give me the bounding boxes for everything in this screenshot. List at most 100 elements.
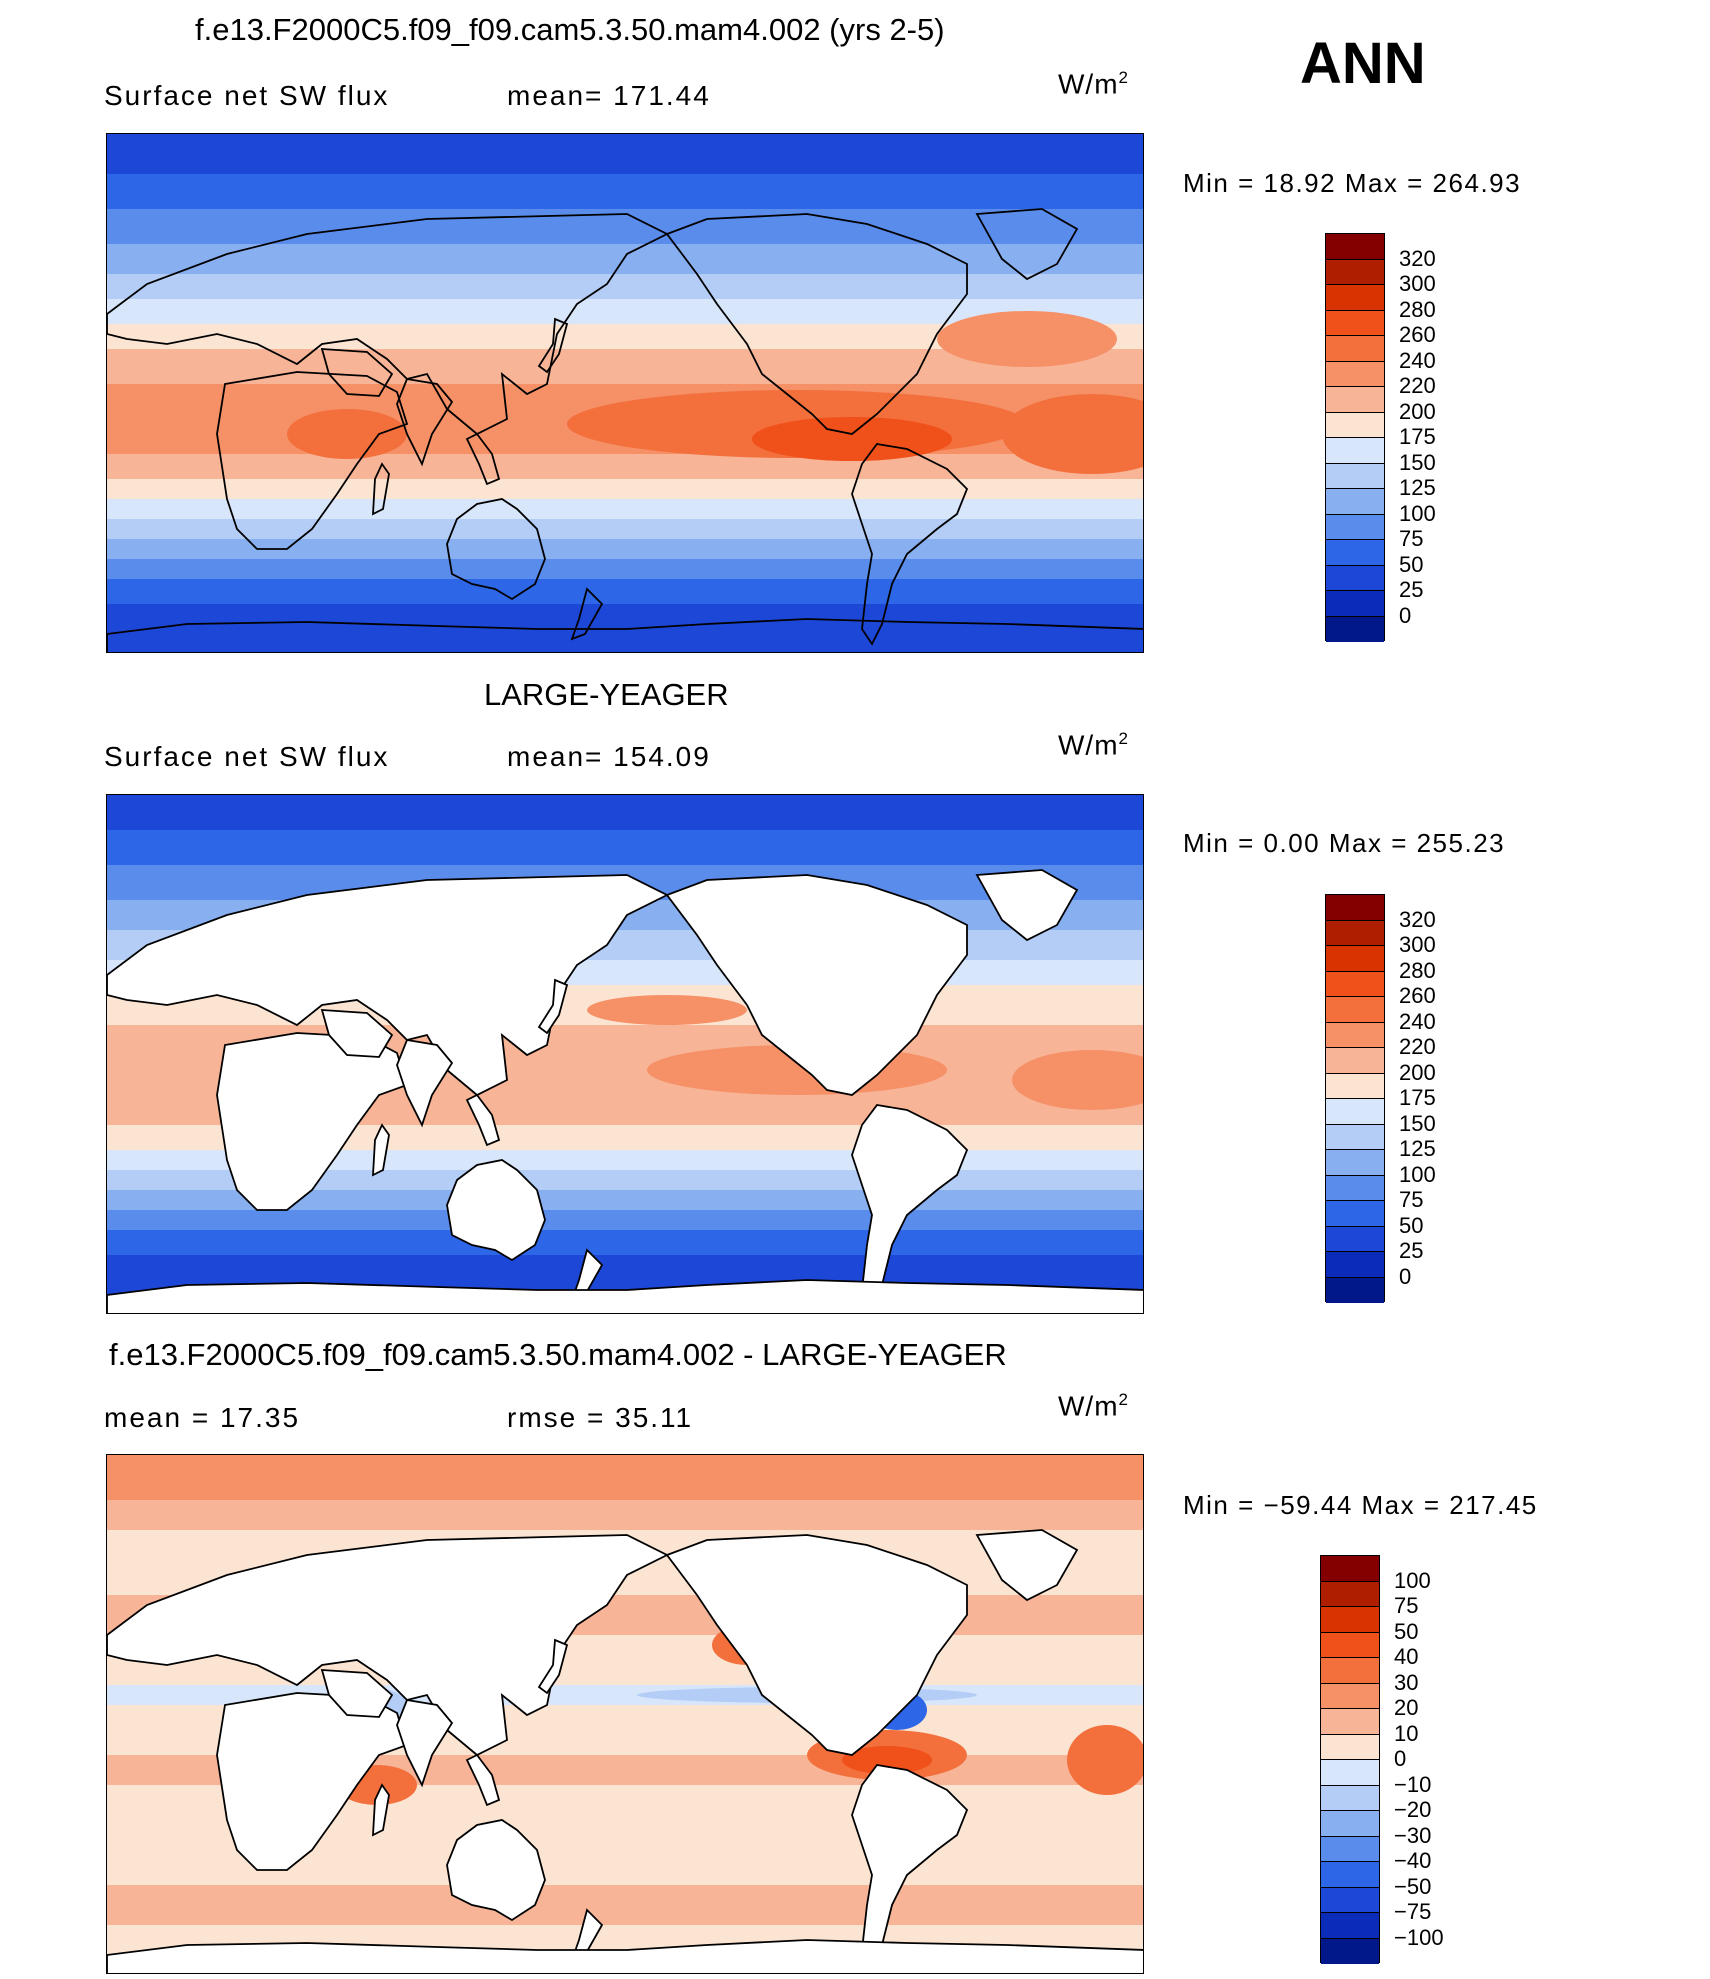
coastline-india (396, 377, 454, 467)
field-band (107, 1230, 1143, 1255)
coastline-antarctica (107, 1939, 1143, 1973)
colorbar-swatch (1321, 1607, 1379, 1633)
colorbar-tick-label: −10 (1394, 1771, 1432, 1797)
coastline-africa (216, 1692, 409, 1871)
colorbar-swatch (1326, 997, 1384, 1023)
colorbar-tick-label: 50 (1394, 1618, 1419, 1644)
colorbar-swatch (1326, 514, 1384, 540)
panel1-minmax: Min = 18.92 Max = 264.93 (1183, 168, 1522, 198)
panel3-mean-label: mean = 17.35 (104, 1402, 301, 1433)
coastline-seasia (465, 1093, 501, 1147)
panel2-minmax: Min = 0.00 Max = 255.23 (1183, 828, 1506, 858)
colorbar-swatch (1326, 920, 1384, 946)
colorbar-swatch (1326, 1124, 1384, 1150)
colorbar-swatch (1326, 616, 1384, 642)
coastline-southAmerica (851, 443, 969, 646)
coastline-europeAsia (107, 213, 670, 436)
colorbar-swatch (1326, 336, 1384, 362)
colorbar-swatch (1326, 971, 1384, 997)
colorbar-swatch (1321, 1836, 1379, 1862)
field-contour (1067, 1725, 1143, 1795)
colorbar-tick-label: 100 (1399, 1161, 1436, 1187)
colorbar-box (1325, 233, 1385, 642)
colorbar-swatch (1326, 489, 1384, 515)
coastline-greenland (975, 208, 1079, 281)
coastline-europeAsia (107, 874, 670, 1097)
colorbar-tick-label: −30 (1394, 1822, 1432, 1848)
coastline-europeAsia (107, 1534, 670, 1757)
coastline-northAmerica (665, 874, 968, 1096)
colorbar-tick-label: 300 (1399, 932, 1436, 957)
field-band (107, 174, 1143, 209)
colorbar-tick-label: 220 (1399, 373, 1436, 398)
coastline-arabia (320, 1009, 394, 1058)
field-band (107, 134, 1143, 174)
colorbar-tick-label: 260 (1399, 983, 1436, 1008)
colorbar-tick-label: 125 (1399, 1136, 1436, 1161)
colorbar-swatch (1326, 1175, 1384, 1201)
panel3-minmax: Min = −59.44 Max = 217.45 (1183, 1490, 1538, 1520)
coastline-africa (216, 1032, 409, 1211)
colorbar-tick-label: −75 (1394, 1899, 1432, 1924)
colorbar-swatch (1321, 1734, 1379, 1760)
colorbar-tick-label: 280 (1399, 957, 1436, 983)
colorbar-swatch (1321, 1632, 1379, 1658)
coastline-madagascar (372, 1783, 390, 1837)
panel1-map (106, 133, 1144, 653)
colorbar-tick-label: 25 (1399, 577, 1424, 602)
coastline-antarctica (107, 618, 1143, 652)
colorbar-swatch (1326, 234, 1384, 260)
colorbar-swatch (1326, 310, 1384, 336)
colorbar-tick-label: 150 (1399, 449, 1436, 475)
colorbar-tick-label: 280 (1399, 296, 1436, 322)
field-band (107, 499, 1143, 519)
colorbar-swatch (1321, 1785, 1379, 1811)
colorbar-swatch (1326, 540, 1384, 566)
coastline-arabia (320, 1669, 394, 1718)
colorbar-swatch (1326, 1150, 1384, 1176)
colorbar-tick-label: 75 (1399, 526, 1424, 551)
coastline-seasia (465, 432, 501, 486)
colorbar-tick-label: 40 (1394, 1644, 1419, 1669)
panel3-rmse-label: rmse = 35.11 (507, 1402, 694, 1433)
colorbar-tick-label: 75 (1394, 1593, 1419, 1618)
panel2-map (106, 794, 1144, 1314)
panel3-title: f.e13.F2000C5.f09_f09.cam5.3.50.mam4.002… (109, 1337, 1007, 1372)
colorbar-swatch (1326, 361, 1384, 387)
colorbar-box (1320, 1555, 1380, 1964)
panel1-units: W/m2 (1058, 68, 1129, 100)
colorbar-swatch (1326, 895, 1384, 921)
colorbar-tick-label: 220 (1399, 1034, 1436, 1059)
coastline-arabia (320, 348, 394, 397)
colorbar-box (1325, 894, 1385, 1303)
colorbar-swatch (1326, 1022, 1384, 1048)
coastline-japan (537, 978, 569, 1035)
colorbar-swatch (1326, 1226, 1384, 1252)
coastline-australia (446, 1159, 546, 1262)
colorbar-swatch (1321, 1709, 1379, 1735)
colorbar-swatch (1321, 1760, 1379, 1786)
colorbar-tick-label: 25 (1399, 1238, 1424, 1263)
colorbar-tick-label: 200 (1399, 1059, 1436, 1085)
colorbar-swatch (1321, 1862, 1379, 1888)
colorbar-swatch (1326, 1252, 1384, 1278)
colorbar-tick-label: −50 (1394, 1873, 1432, 1899)
colorbar-tick-label: 30 (1394, 1669, 1419, 1695)
field-contour (937, 311, 1117, 367)
colorbar-tick-label: 320 (1399, 245, 1436, 271)
colorbar-tick-label: 320 (1399, 906, 1436, 932)
field-band (107, 519, 1143, 539)
panel2-variable-label: Surface net SW flux (104, 741, 390, 772)
colorbar-swatch (1326, 1099, 1384, 1125)
colorbar-swatch (1326, 259, 1384, 285)
colorbar-tick-label: 175 (1399, 424, 1436, 449)
colorbar-swatch (1321, 1581, 1379, 1607)
field-band (107, 1455, 1143, 1500)
colorbar-swatch (1326, 591, 1384, 617)
colorbar-tick-label: 10 (1394, 1720, 1419, 1746)
colorbar-tick-label: 75 (1399, 1187, 1424, 1212)
coastline-madagascar (372, 462, 390, 516)
panel1-mean-label: mean= 171.44 (507, 80, 711, 111)
field-band (107, 1210, 1143, 1230)
field-band (107, 1885, 1143, 1925)
